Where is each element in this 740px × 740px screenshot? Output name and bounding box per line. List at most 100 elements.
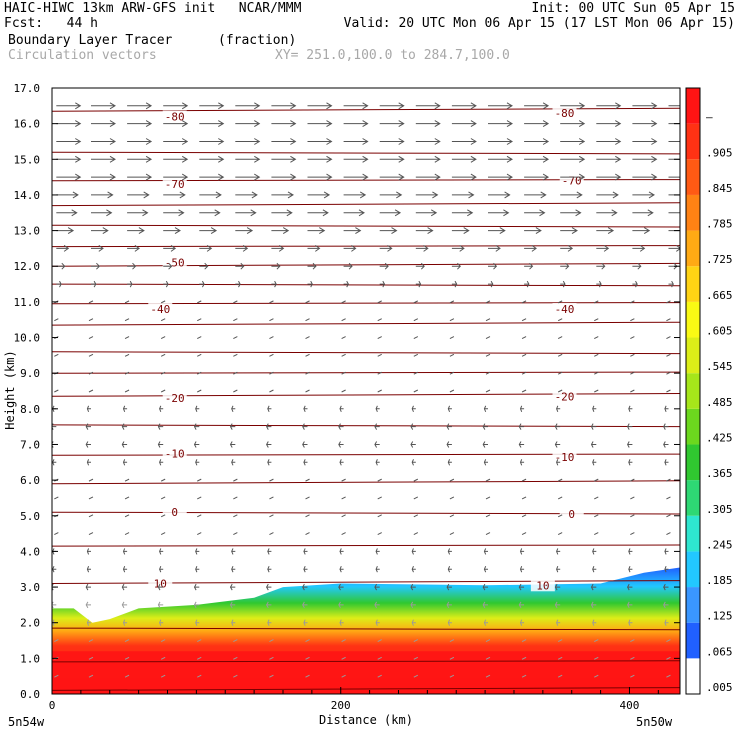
wind-vector: [632, 262, 642, 270]
colorbar-label: .605: [706, 325, 733, 338]
wind-vector: [307, 138, 333, 145]
wind-vector: [88, 478, 94, 482]
circulation-vectors: [52, 102, 680, 678]
wind-vector: [524, 262, 534, 270]
wind-vector: [56, 227, 75, 235]
wind-vector: [235, 102, 261, 110]
wind-vector: [197, 389, 202, 393]
wind-vector: [121, 423, 128, 430]
wind-vector: [668, 244, 680, 252]
isotherm-line: [52, 151, 680, 155]
isotherm-label-bg: [552, 106, 577, 119]
wind-vector: [91, 227, 109, 235]
wind-vector: [524, 138, 550, 145]
wind-vector: [594, 353, 599, 357]
wind-vector: [231, 548, 236, 555]
colorbar-swatch: [686, 658, 700, 694]
wind-vector: [488, 155, 513, 163]
colorbar-frame: [685, 87, 701, 695]
wind-vector: [482, 423, 488, 430]
wind-vector: [451, 155, 477, 163]
y-axis-label: Height (km): [3, 350, 17, 429]
isotherm-label: 0: [568, 508, 575, 521]
run-title: HAIC-HIWC 13km ARW-GFS init NCAR/MMM: [4, 1, 302, 16]
wind-vector: [666, 496, 671, 500]
wind-vector: [307, 102, 333, 110]
wind-vector: [54, 674, 59, 678]
wind-vector: [124, 371, 130, 375]
wind-vector: [374, 441, 380, 448]
wind-vector: [519, 459, 525, 466]
wind-vector: [449, 300, 455, 304]
wind-vector: [377, 674, 382, 678]
wind-vector: [596, 227, 615, 235]
wind-vector: [521, 300, 527, 304]
wind-vector: [305, 514, 310, 518]
wind-vector: [305, 656, 310, 660]
wind-vector: [451, 262, 461, 270]
wind-vector: [271, 191, 294, 199]
wind-vector: [302, 583, 308, 591]
wind-vector: [195, 619, 200, 626]
wind-vector: [668, 105, 680, 107]
colorbar-swatch: [686, 337, 700, 374]
wind-vector: [302, 423, 308, 430]
isotherm-label: -70: [562, 175, 582, 188]
wind-vector: [56, 102, 82, 110]
wind-vector: [447, 566, 452, 573]
wind-vector: [590, 423, 597, 430]
wind-vector: [596, 120, 622, 128]
wind-vector: [85, 423, 91, 430]
wind-vector: [88, 674, 94, 678]
wind-vector: [163, 155, 189, 163]
wind-vector: [233, 371, 238, 375]
wind-vector: [560, 244, 574, 252]
wind-vector: [271, 209, 293, 217]
wind-vector: [451, 227, 470, 235]
wind-vector: [594, 639, 599, 642]
wind-vector: [449, 639, 455, 642]
isotherm-line: [52, 321, 680, 326]
wind-vector: [339, 459, 344, 466]
wind-vector: [305, 371, 310, 375]
wind-vector: [596, 244, 610, 252]
isotherm-line: [52, 302, 680, 305]
wind-vector: [557, 532, 563, 536]
wind-vector: [233, 336, 238, 339]
wind-vector: [157, 583, 164, 591]
wind-vector: [271, 280, 277, 288]
wind-vector: [235, 227, 254, 235]
wind-vector: [343, 138, 369, 145]
wind-vector: [88, 656, 94, 660]
wind-vector: [229, 441, 236, 448]
wind-vector: [160, 389, 166, 393]
wind-vector: [305, 478, 310, 482]
wind-vector: [343, 280, 349, 288]
wind-vector: [377, 639, 382, 642]
wind-vector: [627, 423, 633, 430]
tracer-core: [52, 651, 680, 694]
wind-vector: [594, 478, 599, 482]
wind-vector: [560, 102, 586, 110]
isotherm-line: [52, 453, 680, 456]
wind-vector: [451, 280, 458, 288]
y-tick-label: 11.0: [14, 296, 41, 309]
wind-vector: [54, 532, 59, 536]
wind-vector: [524, 120, 550, 128]
wind-vector: [592, 405, 597, 412]
wind-vector: [199, 227, 218, 235]
wind-vector: [339, 548, 344, 555]
x-tick-label: 400: [620, 699, 640, 712]
wind-vector: [233, 478, 238, 482]
isotherm-line: [52, 687, 680, 691]
wind-vector: [594, 496, 599, 500]
isotherm-line: [52, 424, 680, 428]
wind-vector: [233, 674, 238, 678]
wind-vector: [519, 405, 525, 412]
wind-vector: [157, 441, 164, 448]
x-axis: 0 200 400: [49, 687, 659, 712]
wind-vector: [374, 423, 380, 430]
wind-vector: [338, 583, 344, 591]
wind-vector: [160, 318, 166, 322]
wind-vector: [56, 209, 78, 217]
